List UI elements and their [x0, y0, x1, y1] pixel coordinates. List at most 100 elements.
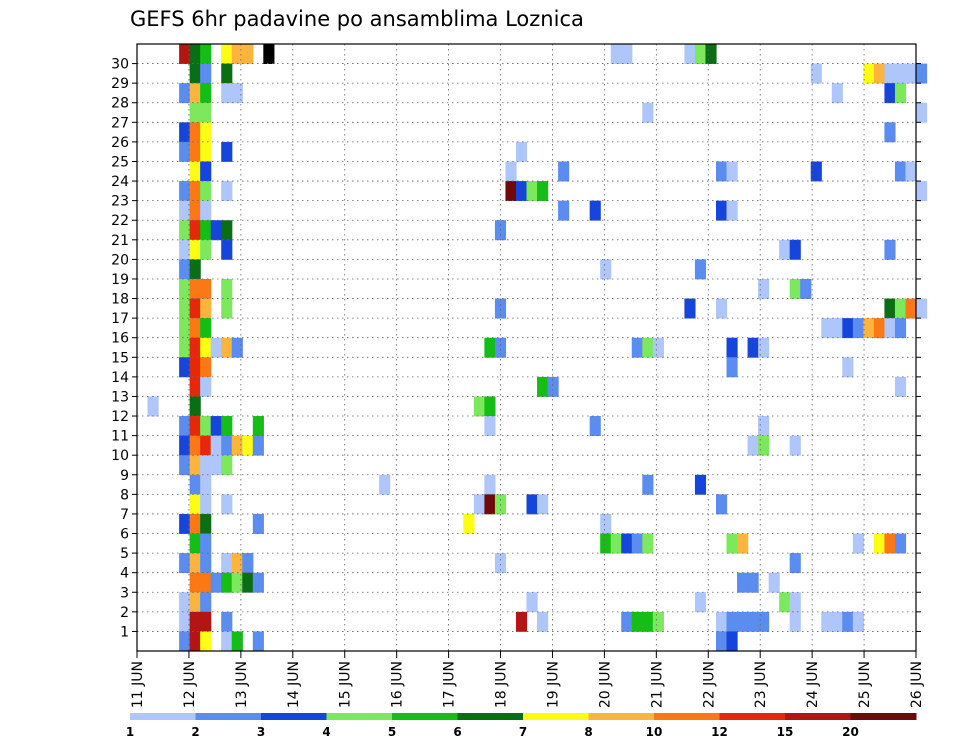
legend-label: 10 — [646, 725, 663, 739]
x-tick-label: 16 JUN — [390, 661, 406, 708]
heatmap-cell — [179, 611, 191, 632]
heatmap-cell — [200, 200, 212, 221]
heatmap-cell — [179, 553, 191, 574]
heatmap-cell — [200, 611, 212, 632]
heatmap-cell — [189, 200, 201, 221]
legend-swatch — [457, 713, 524, 720]
heatmap-cell — [726, 631, 738, 652]
heatmap-cell — [726, 337, 738, 358]
x-tick-label: 23 JUN — [753, 661, 769, 708]
heatmap-cell — [631, 611, 643, 632]
heatmap-cell — [189, 239, 201, 260]
heatmap-cell — [831, 83, 843, 104]
heatmap-cell — [642, 102, 654, 123]
y-tick-label: 7 — [120, 507, 129, 523]
heatmap-cell — [484, 416, 496, 437]
heatmap-cell — [221, 611, 233, 632]
y-tick-label: 1 — [120, 624, 129, 640]
heatmap-cell — [600, 533, 612, 554]
heatmap-cell — [916, 298, 928, 319]
heatmap-cell — [179, 455, 191, 476]
legend-label: 15 — [777, 725, 794, 739]
y-tick-label: 8 — [120, 487, 129, 503]
heatmap-cell — [726, 611, 738, 632]
x-tick-label: 17 JUN — [442, 661, 458, 708]
y-tick-label: 20 — [111, 252, 129, 268]
heatmap-cell — [221, 435, 233, 456]
heatmap-cell — [694, 259, 707, 280]
heatmap-cell — [916, 181, 928, 202]
heatmap-cell — [747, 435, 759, 456]
heatmap-cell — [189, 83, 201, 104]
heatmap-cell — [884, 533, 896, 554]
heatmap-cell — [189, 161, 201, 182]
legend-label: 12 — [711, 725, 728, 739]
y-tick-label: 24 — [111, 174, 129, 190]
heatmap-cell — [242, 435, 254, 456]
heatmap-cell — [200, 474, 212, 495]
heatmap-cell — [526, 494, 538, 515]
y-tick-label: 28 — [111, 96, 129, 112]
heatmap-cell — [715, 161, 728, 182]
heatmap-cell — [916, 102, 928, 123]
heatmap-cell — [537, 611, 549, 632]
heatmap-cell — [726, 533, 738, 554]
heatmap-cell — [252, 513, 264, 534]
heatmap-cell — [179, 44, 191, 64]
heatmap-cell — [652, 611, 664, 632]
heatmap-cell — [179, 357, 191, 378]
heatmap-cell — [652, 337, 664, 358]
heatmap-cell — [526, 181, 538, 202]
heatmap-cell — [200, 181, 212, 202]
heatmap-cell — [558, 200, 570, 221]
heatmap-cell — [189, 435, 201, 456]
heatmap-cell — [800, 278, 812, 299]
legend-label: 8 — [584, 725, 592, 739]
heatmap-cell — [515, 611, 528, 632]
heatmap-cell — [789, 553, 801, 574]
legend-label: 5 — [388, 725, 396, 739]
heatmap-cell — [842, 357, 854, 378]
y-tick-label: 16 — [111, 331, 129, 347]
heatmap-cell — [515, 181, 528, 202]
heatmap-cell — [179, 83, 191, 104]
heatmap-cell — [189, 416, 201, 437]
heatmap-cell — [189, 376, 201, 397]
heatmap-cell — [189, 122, 201, 143]
legend-swatch — [523, 713, 589, 720]
heatmap-cell — [221, 298, 233, 319]
y-tick-label: 18 — [111, 292, 129, 308]
heatmap-cell — [758, 611, 770, 632]
x-tick-label: 22 JUN — [701, 661, 717, 708]
heatmap-cell — [747, 611, 759, 632]
heatmap-cell — [463, 513, 475, 534]
heatmap-cell — [231, 631, 243, 652]
chart-title: GEFS 6hr padavine po ansamblima Loznica — [130, 7, 584, 31]
heatmap-cell — [189, 141, 201, 162]
y-tick-label: 14 — [111, 370, 129, 386]
heatmap-cell — [894, 83, 907, 104]
heatmap-cell — [221, 239, 233, 260]
heatmap-cell — [831, 611, 843, 632]
x-tick-label: 13 JUN — [234, 661, 250, 708]
heatmap-cell — [505, 161, 517, 182]
legend-swatch — [392, 713, 458, 720]
heatmap-cell — [200, 318, 212, 339]
heatmap-cell — [189, 298, 201, 319]
heatmap-cell — [537, 376, 549, 397]
heatmap-cell — [189, 455, 201, 476]
heatmap-cell — [189, 611, 201, 632]
heatmap-cell — [810, 63, 822, 84]
heatmap-cell — [905, 298, 917, 319]
y-tick-label: 21 — [111, 233, 129, 249]
heatmap-cell — [189, 102, 201, 123]
heatmap-cell — [747, 572, 759, 593]
legend-swatch — [850, 713, 917, 720]
heatmap-cell — [473, 396, 485, 417]
heatmap-cell — [884, 318, 896, 339]
legend-swatch — [130, 713, 196, 720]
heatmap-cell — [768, 572, 780, 593]
heatmap-cell — [200, 83, 212, 104]
heatmap-cell — [221, 631, 233, 652]
